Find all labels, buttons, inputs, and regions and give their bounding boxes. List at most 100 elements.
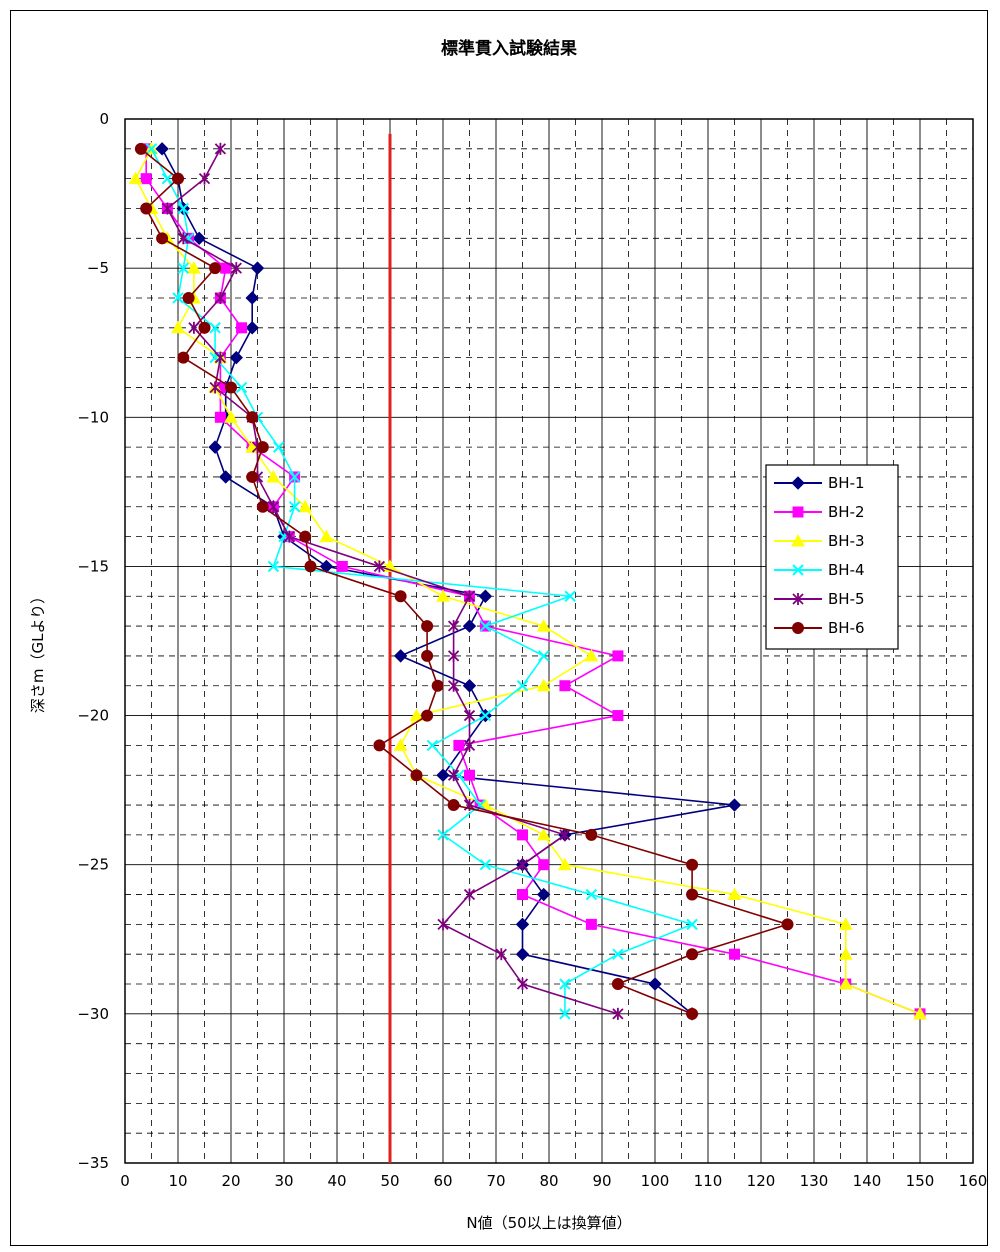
data-point (464, 769, 475, 781)
data-point (272, 441, 285, 453)
legend-item: BH-4 (774, 561, 865, 579)
x-tick-label: 30 (274, 1172, 293, 1190)
data-point (182, 232, 195, 245)
data-point (267, 560, 280, 573)
data-point (648, 977, 662, 991)
data-point (245, 291, 259, 305)
legend-item: BH-3 (774, 532, 865, 550)
data-point (913, 1006, 927, 1020)
y-tick-label: −35 (77, 1154, 109, 1172)
x-tick-label: 50 (380, 1172, 399, 1190)
data-point (479, 620, 492, 632)
data-point (517, 889, 528, 901)
data-point (256, 441, 269, 454)
data-point (134, 142, 147, 155)
legend-label: BH-5 (828, 590, 865, 608)
data-point (437, 918, 449, 931)
y-tick-label: −15 (77, 557, 109, 575)
series-bh-6 (134, 142, 794, 1020)
legend-item: BH-1 (774, 474, 865, 492)
axes (124, 118, 974, 1164)
data-point (517, 829, 528, 841)
data-point (177, 262, 190, 274)
y-tick-label: −5 (87, 259, 109, 277)
data-point (267, 500, 280, 513)
series-bh-1 (155, 142, 742, 1021)
data-point (536, 887, 551, 902)
data-point (182, 291, 195, 304)
data-point (421, 649, 434, 662)
data-point (538, 859, 550, 871)
data-point (536, 827, 551, 841)
chart-title: 標準貫入試験結果 (441, 38, 577, 59)
data-point (283, 530, 295, 543)
plot-border (124, 118, 974, 1164)
data-point (246, 411, 259, 424)
data-point (686, 918, 698, 931)
data-point (838, 947, 853, 960)
data-point (177, 232, 189, 245)
data-point (187, 261, 201, 274)
data-point (250, 261, 265, 275)
data-point (447, 649, 460, 662)
data-point (727, 798, 742, 812)
data-point (559, 680, 571, 692)
data-point (463, 888, 476, 901)
data-point (225, 381, 237, 394)
data-point (792, 506, 804, 518)
x-tick-label: 120 (747, 1172, 776, 1190)
y-tick-label: −10 (77, 408, 109, 426)
x-tick-label: 150 (906, 1172, 935, 1190)
data-point (336, 560, 348, 572)
data-point (214, 351, 227, 364)
legend: BH-1 BH-2 BH-3 BH-4 BH-5 BH-6 (765, 464, 899, 650)
data-point (559, 978, 571, 990)
data-point (266, 469, 281, 483)
data-point (409, 708, 424, 722)
data-point (792, 622, 804, 634)
legend-item: BH-5 (774, 590, 865, 608)
series-bh-2 (140, 143, 926, 1020)
data-point (155, 142, 169, 156)
data-point (224, 410, 238, 423)
data-point (536, 619, 551, 632)
series-group (128, 141, 927, 1021)
data-point (246, 470, 259, 483)
data-point (462, 679, 477, 693)
series-line (166, 148, 619, 1015)
data-point (727, 887, 742, 901)
data-point (447, 620, 460, 633)
data-point (145, 143, 158, 155)
data-point (393, 738, 408, 751)
x-tick-label: 140 (853, 1172, 882, 1190)
data-point (791, 533, 805, 547)
series-bh-4 (145, 143, 698, 1020)
data-point (516, 680, 529, 692)
legend-item: BH-2 (774, 503, 865, 521)
data-point (612, 650, 624, 662)
data-point (612, 1007, 624, 1020)
data-point (559, 1008, 571, 1020)
data-point (245, 321, 259, 335)
x-tick-label: 40 (327, 1172, 346, 1190)
x-axis-label: N値（50以上は換算値） (466, 1214, 631, 1232)
data-point (140, 173, 152, 185)
data-point (479, 709, 492, 722)
x-tick-label: 80 (539, 1172, 558, 1190)
legend-label: BH-2 (828, 503, 865, 521)
y-tick-label: −20 (77, 707, 109, 725)
x-tick-label: 160 (959, 1172, 988, 1190)
data-point (447, 799, 460, 812)
data-point (198, 172, 211, 185)
data-point (214, 411, 226, 423)
data-point (373, 560, 386, 573)
data-point (198, 321, 211, 334)
data-point (585, 828, 598, 841)
data-point (156, 232, 169, 245)
data-point (537, 650, 550, 662)
data-point (447, 679, 460, 692)
data-point (421, 709, 434, 722)
data-point (463, 709, 476, 722)
data-point (559, 828, 571, 841)
data-point (299, 530, 312, 543)
